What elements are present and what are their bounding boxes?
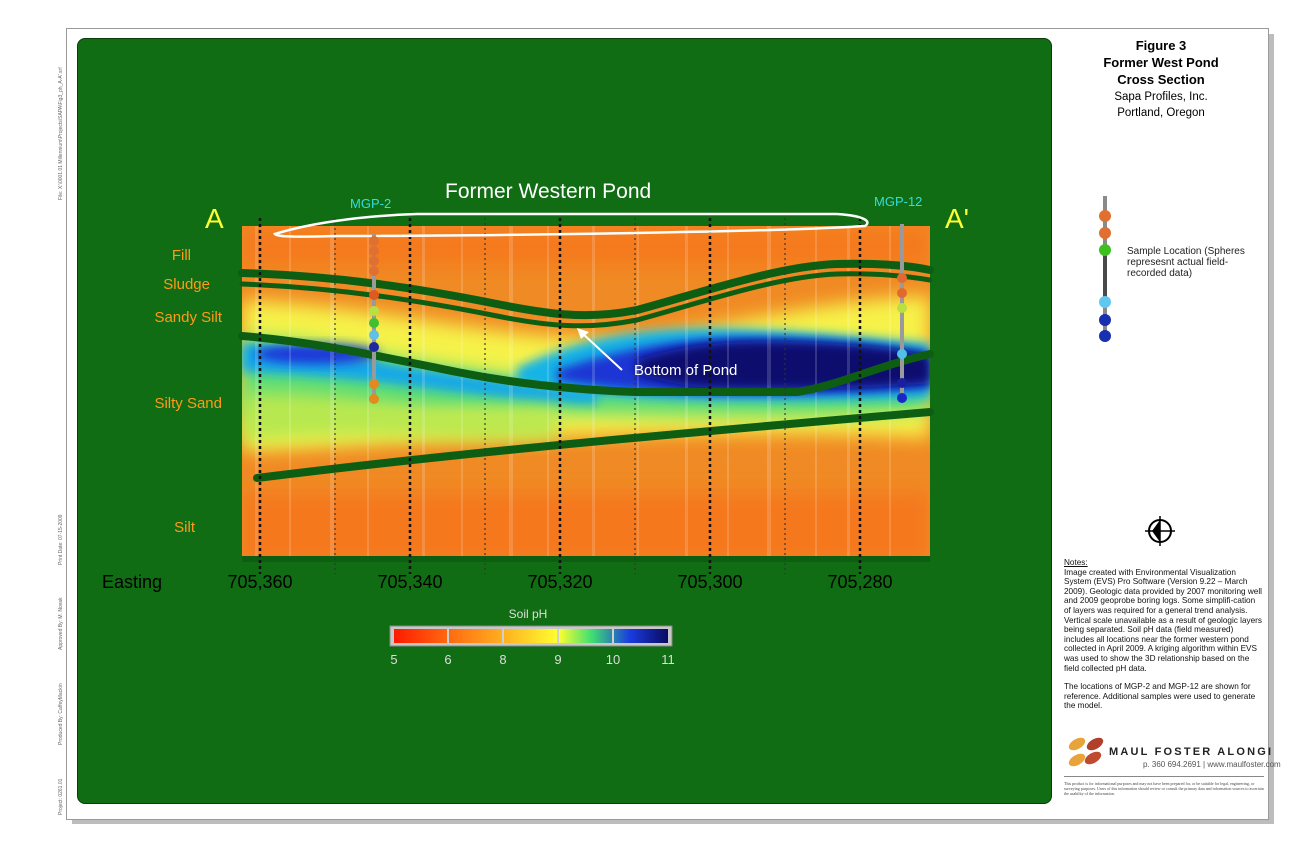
maul-foster-logo xyxy=(1068,737,1104,767)
sample-location-legend-icon xyxy=(1099,196,1111,342)
ph-silt-zone xyxy=(242,493,930,562)
ph-lime-band xyxy=(242,392,557,442)
sample-sphere xyxy=(897,288,907,298)
sample-sphere xyxy=(369,266,379,276)
disclaimer-text: This product is for informational purpos… xyxy=(1064,776,1264,796)
layer-labels: Fill Sludge Sandy Silt Silty Sand Silt xyxy=(154,247,222,536)
notes-paragraph-1: Image created with Environmental Visuali… xyxy=(1064,567,1262,673)
colorbar-tick: 10 xyxy=(606,652,620,667)
sample-sphere xyxy=(369,318,379,328)
sample-sphere xyxy=(897,303,907,313)
client-name: Sapa Profiles, Inc. xyxy=(1114,91,1208,103)
layer-label-sandy-silt: Sandy Silt xyxy=(154,309,222,326)
silty-sand-boundary xyxy=(253,408,934,482)
client-location: Portland, Oregon xyxy=(1117,107,1205,119)
colorbar-tick: 6 xyxy=(444,652,451,667)
layer-label-silt: Silt xyxy=(174,519,196,536)
sample-sphere xyxy=(369,246,379,256)
margin-produced-by: Produced By: CaffeyMackin xyxy=(58,683,64,745)
fill-sludge-boundary xyxy=(238,259,934,320)
easting-axis-title: Easting xyxy=(102,572,162,592)
sample-sphere xyxy=(369,256,379,266)
easting-tick-label: 705,360 xyxy=(227,572,292,592)
figure-number: Figure 3 xyxy=(1135,38,1187,53)
section-minor-gridlines xyxy=(334,218,786,574)
north-arrow-icon xyxy=(1145,516,1175,546)
bottom-of-pond-label: Bottom of Pond xyxy=(634,362,737,379)
colorbar-tick: 8 xyxy=(499,652,506,667)
sample-sphere xyxy=(369,342,379,352)
easting-tick-label: 705,280 xyxy=(827,572,892,592)
ph-contour-field xyxy=(242,226,930,562)
layer-label-sludge: Sludge xyxy=(163,276,210,293)
notes-block: Notes: Image created with Environmental V… xyxy=(1064,558,1264,720)
easting-tick-label: 705,320 xyxy=(527,572,592,592)
margin-file-path: File: X:\0001.01 Millennium\Projects\SAP… xyxy=(58,67,64,200)
figure-title-line2: Cross Section xyxy=(1117,72,1205,87)
sample-sphere xyxy=(369,330,379,340)
layer-label-fill: Fill xyxy=(172,247,191,264)
callout-arrowhead xyxy=(577,328,589,339)
ph-colorbar: Soil pH 5 6 8 9 10 11 xyxy=(389,607,675,667)
colorbar-tick: 11 xyxy=(661,652,675,667)
well-mgp-2-label: MGP-2 xyxy=(350,196,391,211)
layer-label-silty-sand: Silty Sand xyxy=(154,395,222,412)
section-a-prime-label: A' xyxy=(945,203,969,234)
silt-base-line xyxy=(242,556,930,562)
colorbar-tick: 9 xyxy=(554,652,561,667)
ph-fill-zone xyxy=(242,226,930,266)
sandy-silt-boundary xyxy=(238,332,934,396)
colorbar-gradient xyxy=(394,629,668,643)
easting-axis: Easting 705,360 705,340 705,320 705,300 … xyxy=(102,572,893,592)
sludge-bottom-boundary xyxy=(239,271,933,329)
notes-paragraph-2: The locations of MGP-2 and MGP-12 are sh… xyxy=(1064,682,1256,711)
colorbar-tick: 5 xyxy=(390,652,397,667)
former-pond-outline xyxy=(273,212,869,238)
easting-tick-label: 705,300 xyxy=(677,572,742,592)
notes-header: Notes: xyxy=(1064,558,1088,567)
sheet-shadow-bottom xyxy=(72,820,1274,824)
title-block-sidebar: Figure 3 Former West Pond Cross Section … xyxy=(1055,34,1281,818)
margin-project: Project: 0261.01 xyxy=(58,778,64,815)
sample-sphere xyxy=(897,378,907,388)
section-gridlines xyxy=(258,218,862,574)
sheet-shadow-right xyxy=(1269,34,1274,824)
well-mgp-2 xyxy=(369,234,379,404)
margin-print-date: Print Date: 07-15-2009 xyxy=(58,514,64,565)
well-mgp-12-label: MGP-12 xyxy=(874,194,922,209)
colorbar-dividers xyxy=(447,629,614,643)
former-pond-label: Former Western Pond xyxy=(445,180,651,203)
figure-title-line1: Former West Pond xyxy=(1103,55,1219,70)
sample-location-legend-text: Sample Location (Spheres represesnt actu… xyxy=(1127,246,1245,279)
sample-sphere xyxy=(897,393,907,403)
section-a-label: A xyxy=(205,203,224,234)
sheet-border xyxy=(66,28,1269,820)
colorbar-title: Soil pH xyxy=(509,607,548,621)
well-mgp-12 xyxy=(897,224,907,403)
sample-sphere xyxy=(369,236,379,246)
sample-sphere xyxy=(369,290,379,300)
sample-sphere xyxy=(369,306,379,316)
easting-tick-label: 705,340 xyxy=(377,572,442,592)
sample-sphere xyxy=(897,273,907,283)
colorbar-ticks: 5 6 8 9 10 11 xyxy=(390,652,674,667)
company-contact: p. 360 694.2691 | www.maulfoster.com xyxy=(1143,760,1281,769)
bottom-of-pond-callout: Bottom of Pond xyxy=(577,328,737,379)
geologic-layer-lines xyxy=(238,259,934,482)
margin-approved-by: Approved By: M. Novak xyxy=(58,597,64,650)
sample-sphere xyxy=(897,349,907,359)
callout-arrow-line xyxy=(581,332,623,371)
sample-sphere xyxy=(369,394,379,404)
company-name: MAUL FOSTER ALONGI xyxy=(1109,746,1274,758)
sample-sphere xyxy=(369,379,379,389)
cross-section-figure: Bottom of Pond Former Western Pond A A' … xyxy=(102,180,969,667)
